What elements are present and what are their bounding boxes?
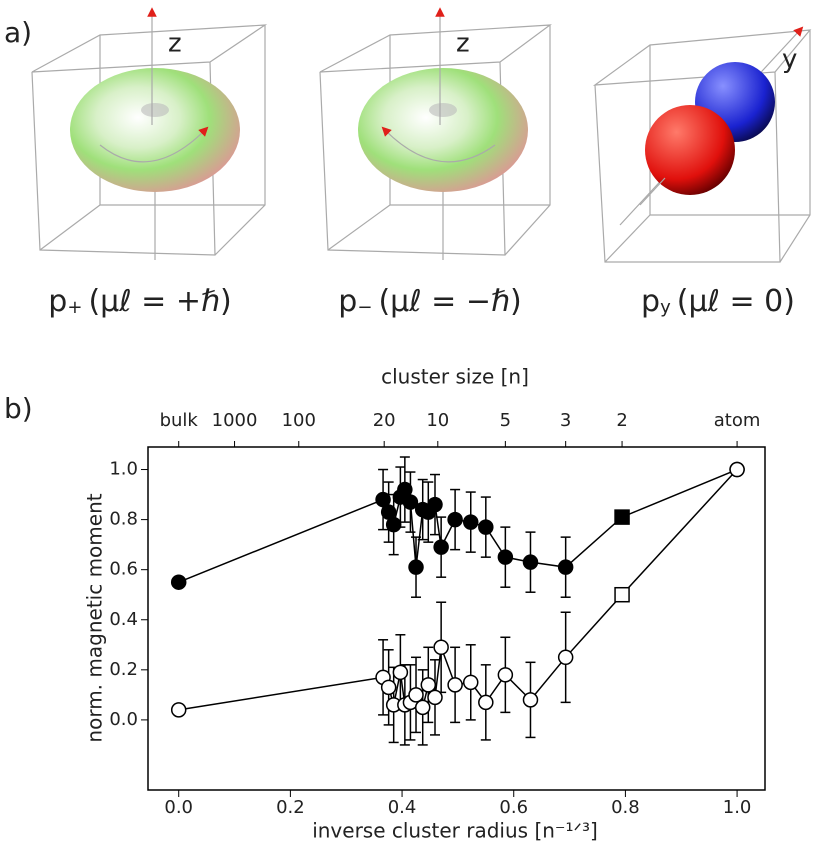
marker	[414, 699, 431, 716]
marker	[380, 679, 397, 696]
marker	[447, 677, 463, 693]
top-tick-label: 5	[500, 410, 511, 431]
caption-p: p	[338, 284, 357, 319]
top-tick-label: 10	[426, 410, 449, 431]
x-tick-label: 0.8	[611, 797, 640, 818]
y-tick-label: 0.4	[109, 609, 138, 630]
top-tick-label: bulk	[160, 410, 199, 431]
marker	[478, 694, 494, 711]
marker	[170, 574, 187, 590]
axis-name: z	[456, 29, 470, 59]
caption-p: p	[48, 284, 67, 319]
marker	[522, 692, 539, 708]
marker	[385, 516, 402, 533]
y-tick-label: 0.2	[109, 659, 138, 680]
panel-label: b)	[4, 392, 33, 425]
x-tick-label: 0.4	[388, 797, 417, 818]
x-axis-label: inverse cluster radius [n⁻¹ᐟ³]	[312, 819, 598, 843]
caption-sub: −	[357, 297, 372, 318]
marker	[408, 559, 424, 575]
marker	[402, 494, 419, 510]
orbital-caption: p− (μℓ = −ℏ)	[338, 284, 521, 319]
caption-rest: (μℓ = −ℏ)	[378, 284, 521, 319]
marker	[375, 491, 391, 508]
marker	[397, 481, 413, 498]
marker	[478, 519, 494, 535]
caption-p: p	[641, 284, 660, 319]
marker	[522, 554, 539, 570]
y-tick-label: 0.0	[109, 709, 138, 730]
marker	[614, 509, 630, 525]
marker	[420, 677, 437, 693]
orbital-caption: py (μℓ = 0)	[641, 284, 795, 319]
x-tick-label: 0.2	[276, 797, 305, 818]
top-tick-label: 2	[616, 410, 627, 431]
marker	[462, 674, 479, 691]
y-axis-label: norm. magnetic moment	[83, 493, 107, 742]
marker	[729, 461, 745, 478]
axis-name: y	[782, 45, 797, 75]
marker	[427, 689, 443, 706]
top-axis-label: cluster size [n]	[381, 365, 529, 389]
orbital-box	[319, 7, 552, 260]
marker	[497, 549, 514, 565]
y-tick-label: 1.0	[109, 459, 138, 480]
series-line	[178, 469, 738, 711]
top-tick-label: atom	[714, 410, 761, 431]
top-tick-label: 100	[282, 410, 316, 431]
marker	[427, 496, 443, 513]
y-tick-label: 0.8	[109, 509, 138, 530]
caption-sub: +	[67, 297, 82, 318]
x-tick-label: 1.0	[723, 797, 752, 818]
axis-name: z	[168, 29, 182, 59]
marker	[614, 586, 630, 603]
marker	[170, 702, 187, 718]
marker	[557, 559, 574, 575]
marker	[392, 664, 409, 681]
marker	[447, 511, 463, 528]
top-tick-label: 20	[373, 410, 396, 431]
panel-label: a)	[4, 16, 32, 49]
y-tick-label: 0.6	[109, 559, 138, 580]
marker	[408, 687, 424, 703]
caption-sub: y	[660, 297, 671, 318]
top-tick-label: 1000	[212, 410, 258, 431]
x-tick-label: 0.0	[164, 797, 193, 818]
top-tick-label: 3	[560, 410, 571, 431]
marker	[497, 667, 514, 683]
caption-rest: (μℓ = 0)	[677, 284, 795, 319]
marker	[433, 639, 449, 656]
caption-rest: (μℓ = +ℏ)	[88, 284, 231, 319]
marker	[462, 514, 479, 530]
orbital-box	[31, 7, 268, 260]
x-tick-label: 0.6	[499, 797, 528, 818]
marker	[557, 649, 574, 666]
orbital-box	[592, 26, 812, 263]
plot-frame	[147, 446, 766, 791]
marker	[433, 539, 449, 555]
orbital-caption: p+ (μℓ = +ℏ)	[48, 284, 231, 319]
